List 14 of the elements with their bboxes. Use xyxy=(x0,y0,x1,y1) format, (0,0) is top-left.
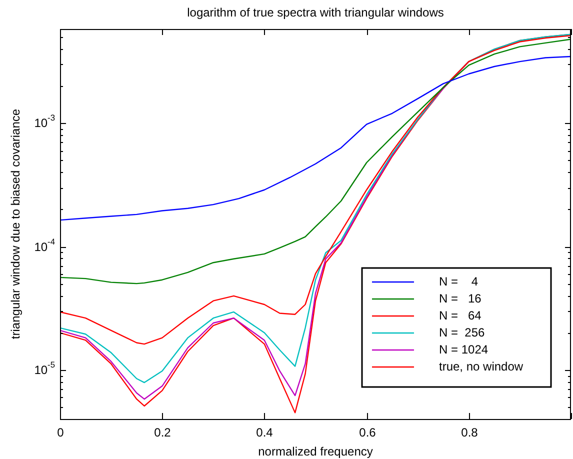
x-axis-title: normalized frequency xyxy=(258,444,373,458)
y-axis-title: triangular window due to biased covariance xyxy=(8,108,22,340)
legend-label: N = 256 xyxy=(439,325,486,340)
x-tick-label: 0 xyxy=(57,425,64,440)
legend-label: N = 1024 xyxy=(439,342,488,356)
legend-label: true, no window xyxy=(439,359,524,374)
legend-label: N = 16 xyxy=(439,291,482,306)
x-tick-label: 0.8 xyxy=(461,425,478,440)
chart-title: logarithm of true spectra with triangular windows xyxy=(187,5,444,20)
x-tick-label: 0.6 xyxy=(359,425,376,440)
x-tick-label: 0.2 xyxy=(154,425,172,440)
legend-label: N = 4 xyxy=(439,274,478,288)
x-tick-label: 0.4 xyxy=(256,425,274,440)
legend-label: N = 64 xyxy=(439,308,482,322)
